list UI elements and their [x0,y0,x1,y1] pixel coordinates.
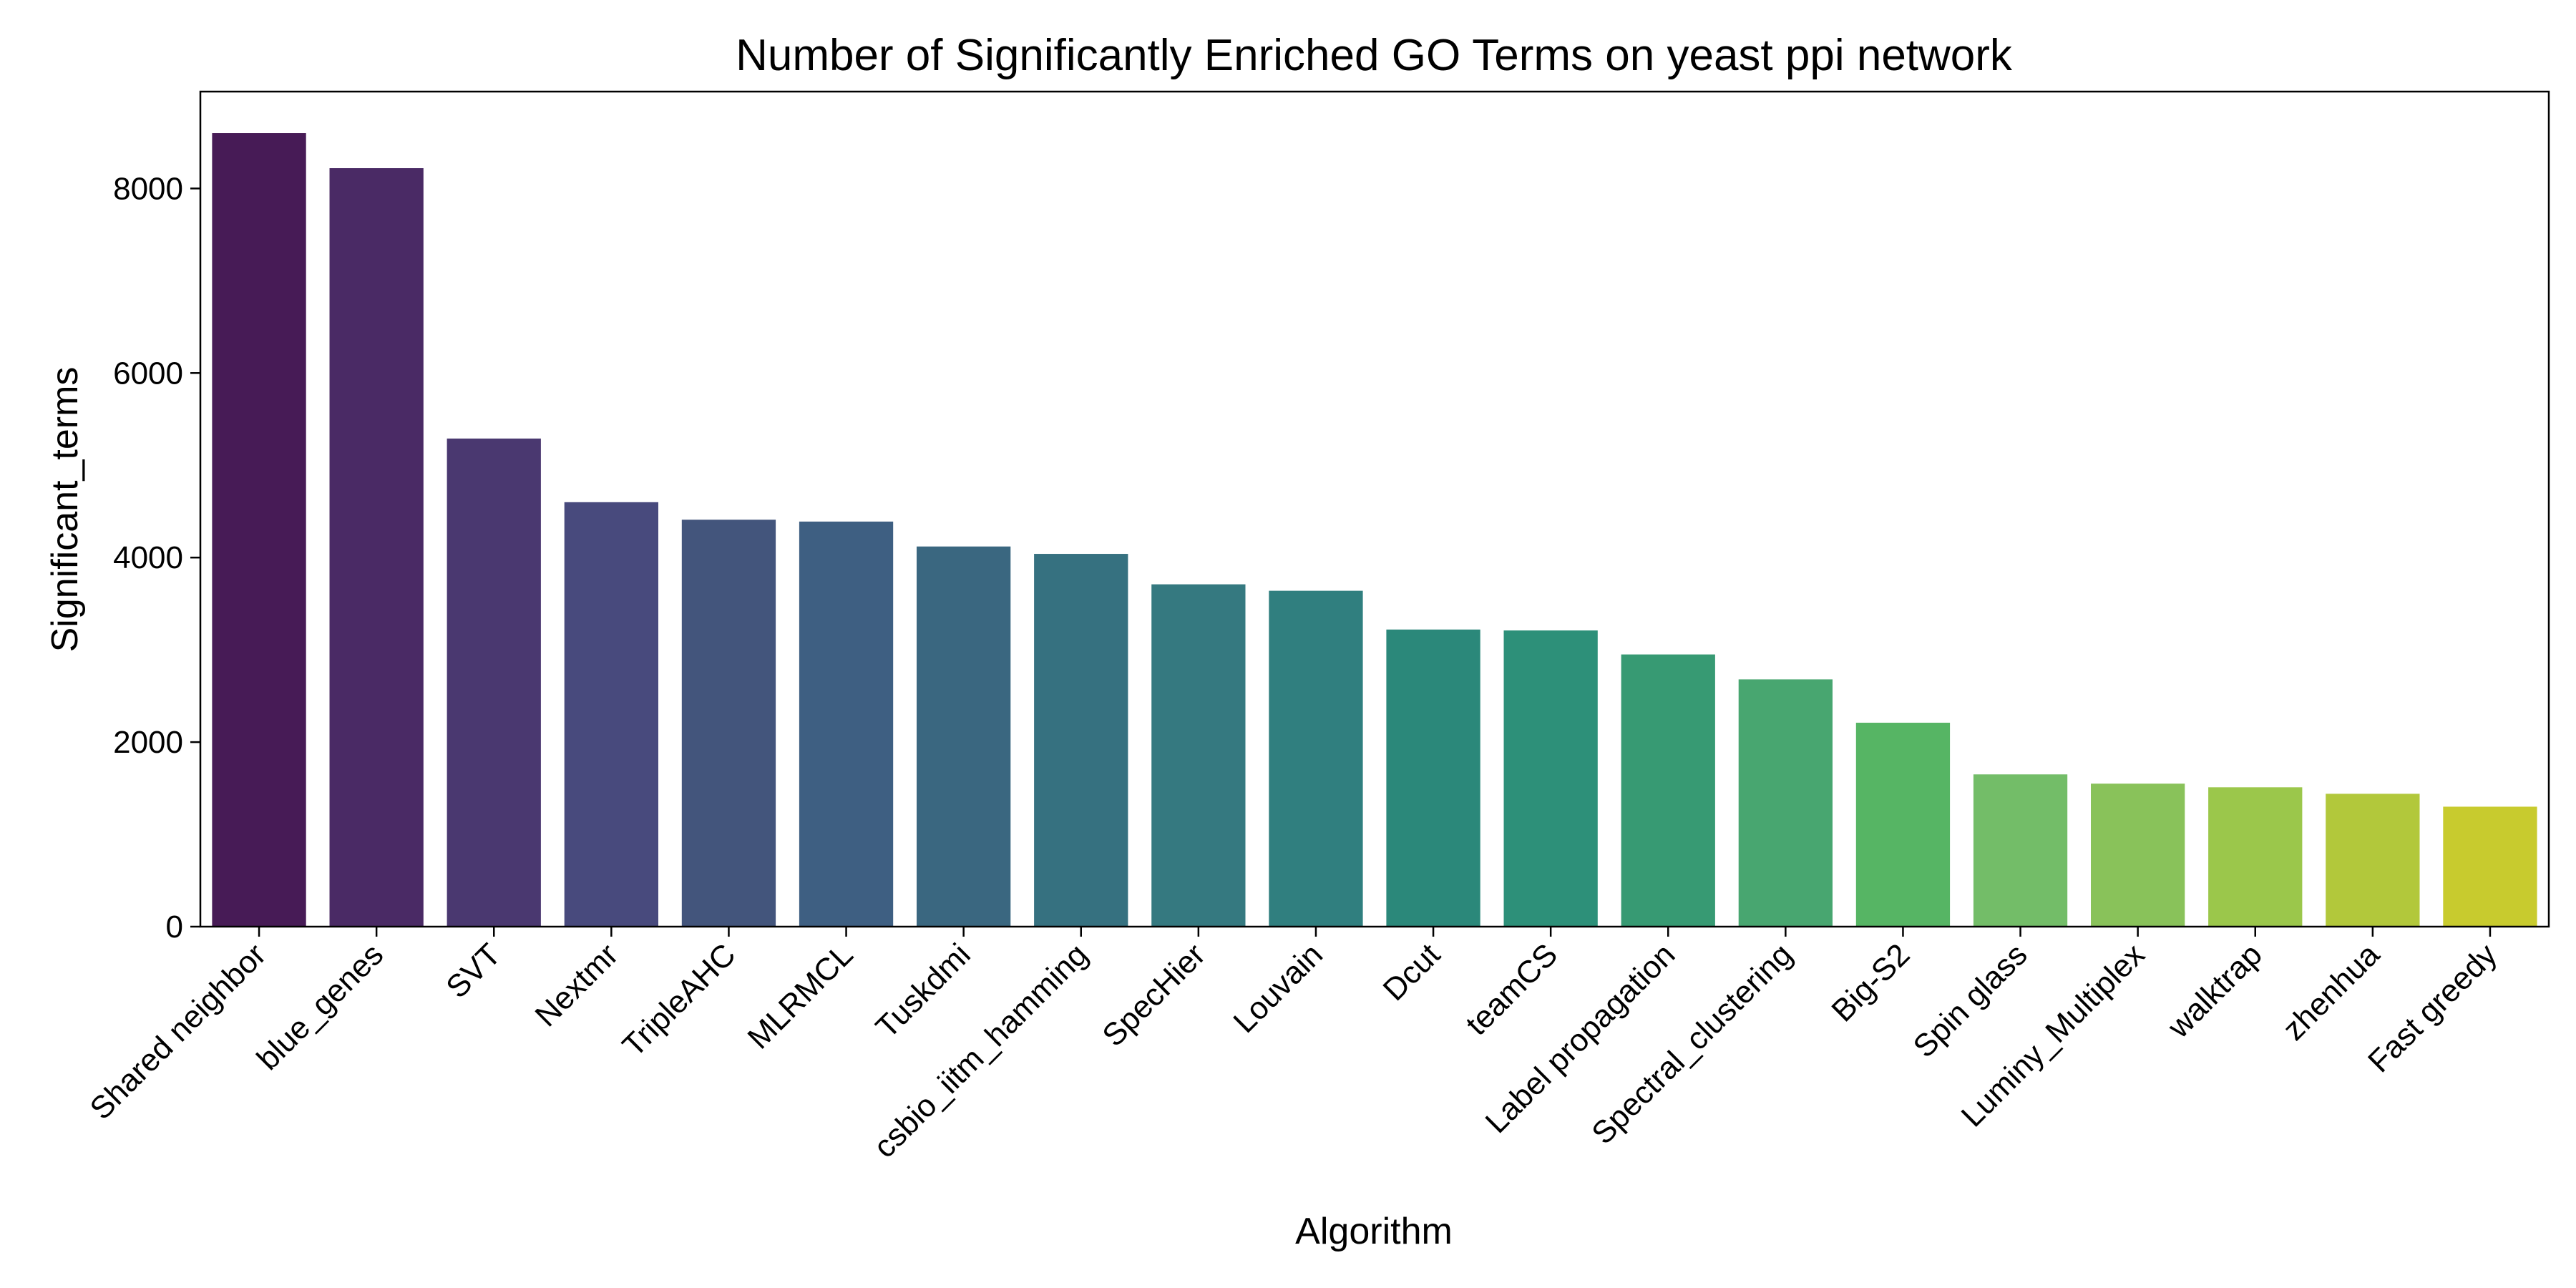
bar [1269,590,1363,927]
bar [2443,806,2537,927]
bar [447,438,541,927]
y-tick-label: 4000 [113,540,183,575]
bar [1855,723,1951,927]
x-tick-label: Nextmr [529,937,625,1033]
bar [1386,629,1480,927]
bar [564,502,658,927]
x-tick-label: walktrap [2161,937,2269,1045]
x-tick-label: SVT [439,937,507,1005]
x-tick-label: csbio_iitm_hamming [867,937,1095,1164]
bar [212,133,306,927]
y-axis: 0 2000 4000 6000 8000 [113,171,200,945]
chart-title: Number of Significantly Enriched GO Term… [736,31,2013,80]
x-axis-label: Algorithm [1295,1211,1453,1252]
x-tick-label: TripleAHC [616,937,743,1063]
y-tick-label: 0 [166,909,183,945]
bar [799,521,894,927]
bar [1034,554,1128,927]
bar [1151,584,1246,927]
y-tick-label: 2000 [113,725,183,760]
x-tick-label: Big-S2 [1825,937,1916,1028]
bar [1973,774,2068,927]
bar [2091,784,2185,927]
x-tick-label: MLRMCL [741,937,860,1055]
bar [1738,679,1833,927]
x-tick-label: zhenhua [2276,937,2386,1047]
bar [329,168,424,927]
x-tick-label: Louvain [1226,937,1330,1040]
bar [917,546,1011,927]
x-tick-label: Tuskdmi [869,937,977,1045]
bar [1621,654,1715,927]
bar [681,519,776,927]
y-axis-label: Significant_terms [44,367,86,653]
bar [2208,787,2303,927]
x-tick-label: Spin glass [1906,937,2034,1064]
x-tick-label: Shared neighbor [83,937,273,1126]
x-tick-label: Spectral_clustering [1585,937,1799,1151]
x-tick-label: SpecHier [1096,937,1212,1053]
bar [2326,794,2420,927]
plot-frame [199,90,2550,928]
x-tick-label: teamCS [1459,937,1564,1042]
y-tick-label: 8000 [113,171,183,206]
x-tick-label: blue_genes [250,937,391,1077]
bar [1503,630,1598,927]
x-tick-label: Dcut [1376,937,1447,1008]
y-tick-label: 6000 [113,356,183,391]
bars-group [212,133,2537,927]
